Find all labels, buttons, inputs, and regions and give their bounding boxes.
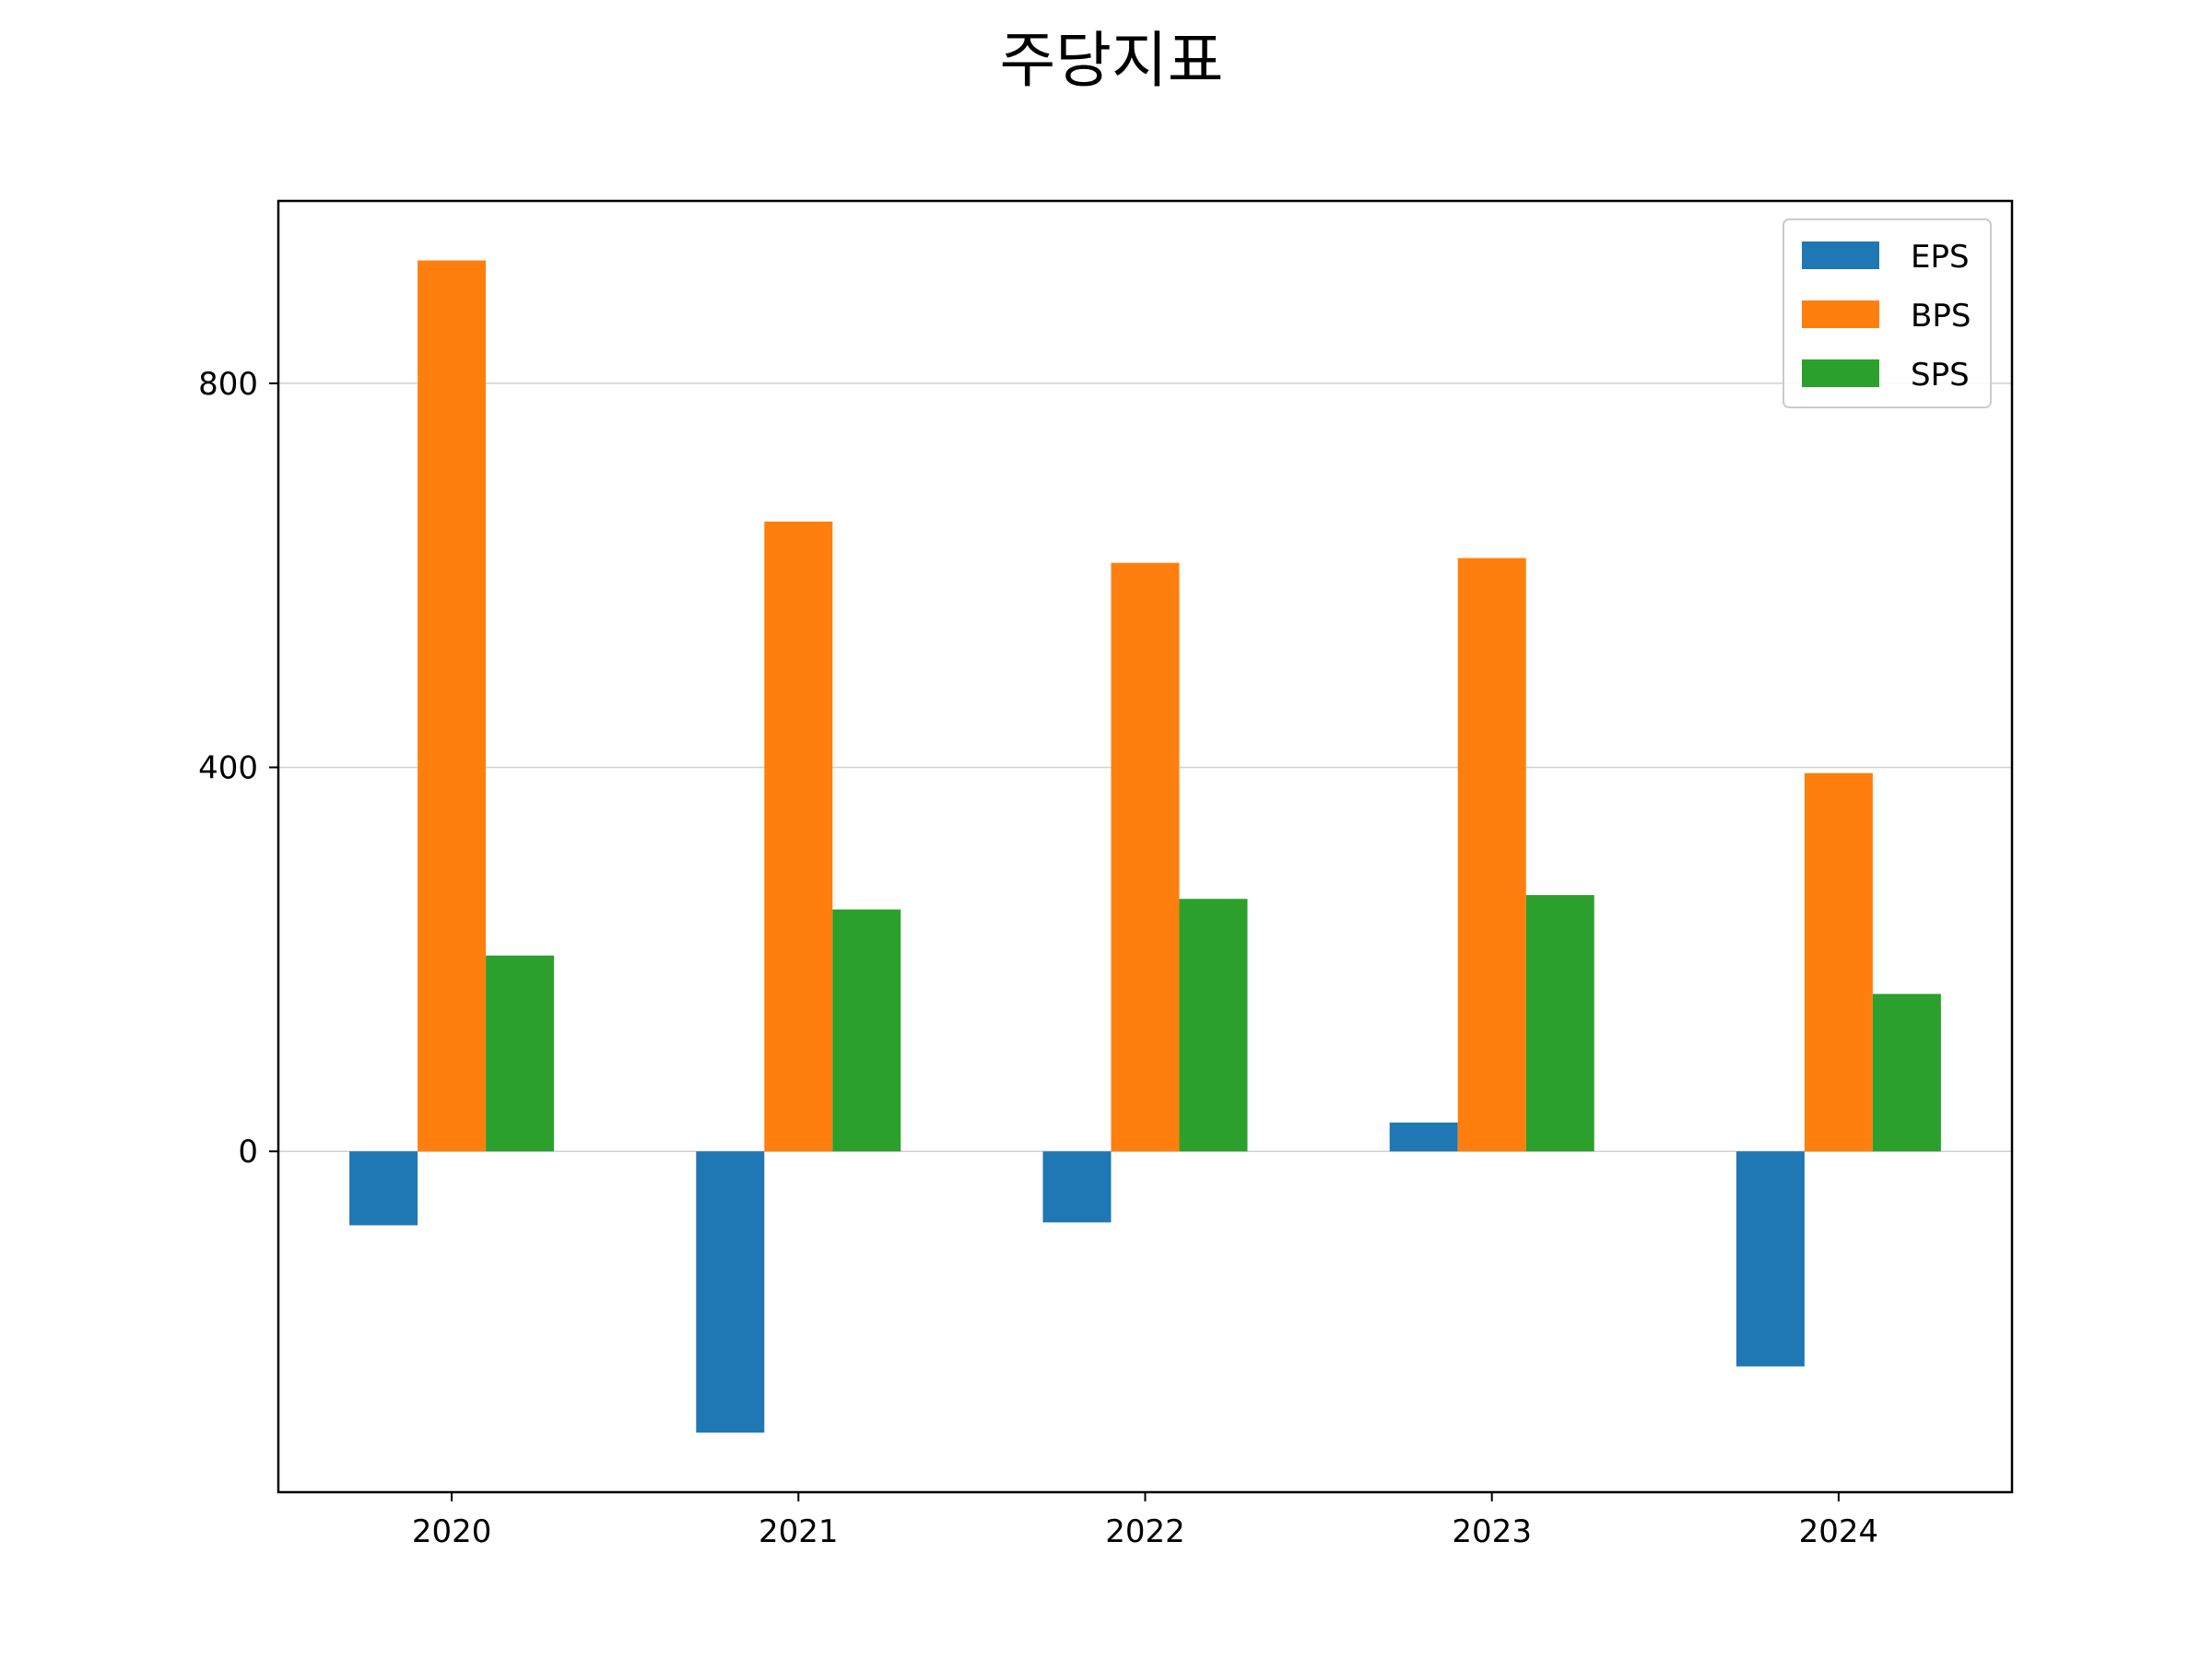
bar-sps-2021: [832, 909, 901, 1152]
bar-eps-2023: [1389, 1122, 1458, 1152]
bar-sps-2023: [1525, 895, 1594, 1152]
legend-swatch-eps: [1802, 241, 1879, 269]
bar-sps-2020: [486, 955, 555, 1152]
y-axis: 0 400 800: [198, 366, 278, 1171]
bar-eps-2024: [1735, 1151, 1805, 1367]
series-sps: [486, 895, 1941, 1152]
bar-bps-2023: [1457, 558, 1526, 1152]
legend: EPS BPS SPS: [1783, 218, 1992, 408]
series-eps: [349, 1122, 1805, 1433]
x-tick-label: 2023: [1452, 1513, 1532, 1550]
y-tick-label: 800: [198, 366, 258, 403]
bar-sps-2024: [1872, 994, 1941, 1152]
bar-eps-2020: [349, 1151, 418, 1226]
bar-bps-2022: [1111, 562, 1180, 1152]
legend-swatch-sps: [1802, 359, 1879, 387]
y-tick-label: 400: [198, 750, 258, 787]
bar-bps-2020: [418, 260, 487, 1152]
bar-bps-2021: [764, 521, 833, 1152]
x-axis: 2020 2021 2022 2023 2024: [412, 1492, 1878, 1550]
x-tick-label: 2021: [759, 1513, 839, 1550]
bars: [349, 260, 1941, 1433]
bar-eps-2021: [696, 1151, 765, 1433]
chart-title: 주당지표: [1000, 25, 1224, 96]
x-tick-label: 2024: [1799, 1513, 1879, 1550]
legend-swatch-bps: [1802, 300, 1879, 328]
bar-eps-2022: [1042, 1151, 1112, 1223]
x-tick-label: 2020: [412, 1513, 492, 1550]
x-tick-label: 2022: [1105, 1513, 1185, 1550]
y-tick-label: 0: [238, 1134, 258, 1171]
series-bps: [418, 260, 1873, 1152]
bar-sps-2022: [1179, 899, 1248, 1152]
legend-label-eps: EPS: [1911, 239, 1970, 276]
legend-label-bps: BPS: [1911, 298, 1971, 335]
bar-bps-2024: [1804, 772, 1873, 1152]
legend-label-sps: SPS: [1911, 357, 1970, 394]
